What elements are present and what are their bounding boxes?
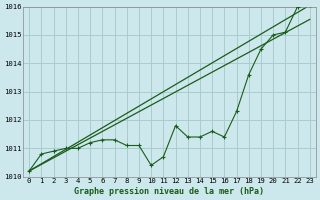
X-axis label: Graphe pression niveau de la mer (hPa): Graphe pression niveau de la mer (hPa) xyxy=(75,187,264,196)
